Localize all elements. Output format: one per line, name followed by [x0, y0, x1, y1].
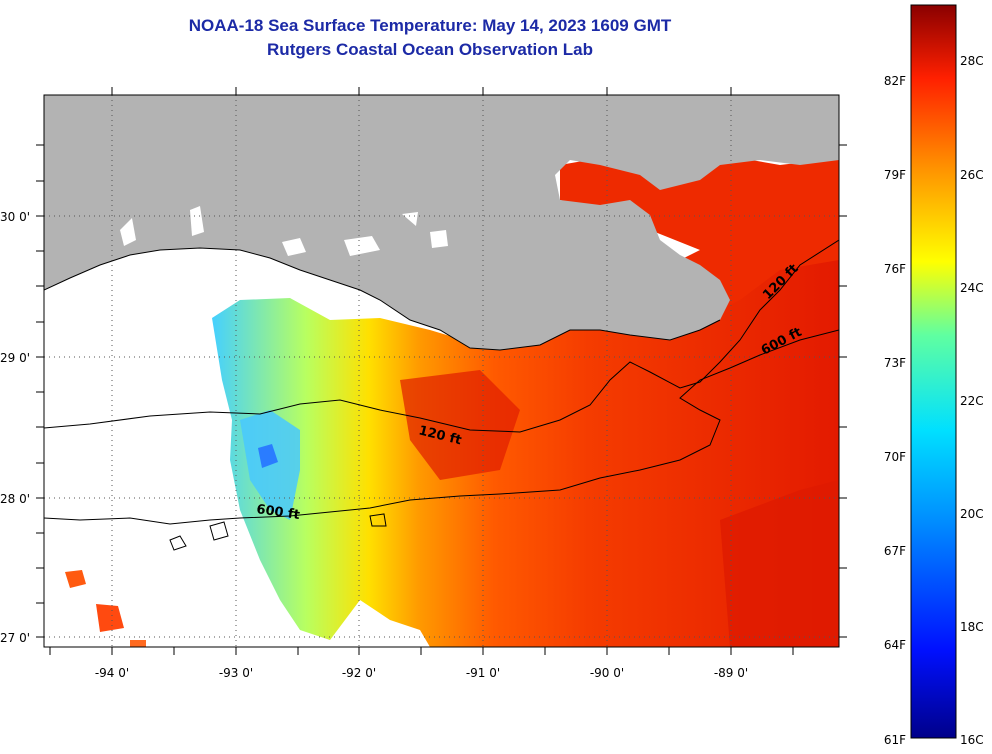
colorbar-label-79f: 79F — [884, 168, 906, 182]
sst-patch-sw-1 — [65, 570, 86, 588]
lon-label-89: -89 0' — [714, 666, 748, 680]
map-frame — [43, 94, 840, 648]
land-lake-6 — [430, 230, 448, 248]
colorbar-label-67f: 67F — [884, 544, 906, 558]
colorbar-label-64f: 64F — [884, 638, 906, 652]
map-ticks — [36, 87, 847, 655]
lon-label-90: -90 0' — [590, 666, 624, 680]
coastline — [44, 247, 721, 351]
land-lake-1 — [120, 218, 136, 246]
contour-600ft-islet-3 — [369, 513, 387, 527]
land-lake-2 — [190, 206, 204, 236]
contour-600ft — [44, 329, 839, 525]
sst-patch-sw-2 — [96, 604, 124, 632]
contour-120ft — [44, 239, 839, 433]
sst-patch-sw-3 — [130, 640, 146, 647]
map-title: NOAA-18 Sea Surface Temperature: May 14,… — [188, 16, 672, 35]
sst-cold-spot — [258, 444, 278, 468]
colorbar-label-24c: 24C — [960, 281, 984, 295]
colorbar-label-82f: 82F — [884, 74, 906, 88]
colorbar-label-73f: 73F — [884, 356, 906, 370]
lon-label-92: -92 0' — [342, 666, 376, 680]
contour-label-600-inner: 600 ft — [255, 502, 300, 523]
colorbar-label-18c: 18C — [960, 620, 984, 634]
colorbar-label-61f: 61F — [884, 733, 906, 747]
contour-600ft-islet-1 — [169, 535, 187, 551]
colorbar-label-70f: 70F — [884, 450, 906, 464]
colorbar-label-76f: 76F — [884, 262, 906, 276]
colorbar-label-28c: 28C — [960, 54, 984, 68]
colorbar-label-20c: 20C — [960, 507, 984, 521]
land — [44, 95, 839, 350]
contour-600ft-islet-2 — [209, 521, 229, 541]
sst-southeast-core — [720, 480, 839, 647]
graticule — [44, 95, 839, 647]
land-lake-4 — [344, 236, 380, 256]
map-area: 120 ft 600 ft 120 ft 600 ft — [44, 95, 839, 647]
lat-label-27: 27 0' — [0, 631, 30, 645]
colorbar — [910, 4, 957, 739]
lat-label-29: 29 0' — [0, 351, 30, 365]
land-lake-3 — [282, 238, 306, 256]
lat-label-28: 28 0' — [0, 492, 30, 506]
map-subtitle: Rutgers Coastal Ocean Observation Lab — [267, 40, 593, 59]
sst-warm-core — [400, 370, 520, 480]
colorbar-label-26c: 26C — [960, 168, 984, 182]
colorbar-label-22c: 22C — [960, 394, 984, 408]
lat-label-30: 30 0' — [0, 210, 30, 224]
lon-label-94: -94 0' — [95, 666, 129, 680]
lon-label-91: -91 0' — [466, 666, 500, 680]
colorbar-label-16c: 16C — [960, 733, 984, 747]
lon-label-93: -93 0' — [219, 666, 253, 680]
